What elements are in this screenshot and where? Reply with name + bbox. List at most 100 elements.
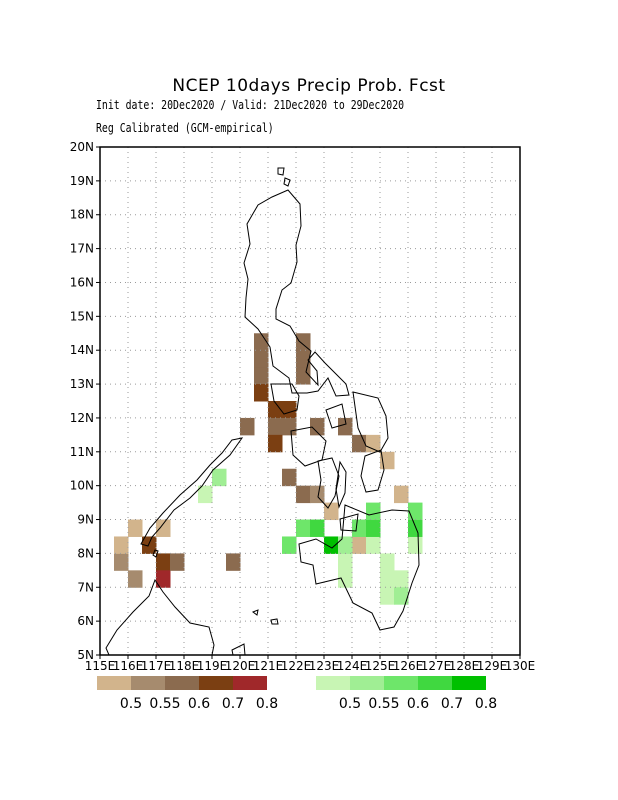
lat-label: 8N xyxy=(77,546,94,560)
lat-label: 17N xyxy=(70,242,94,256)
dry-legend-swatch xyxy=(199,676,233,690)
lat-lon-grid xyxy=(100,147,520,655)
islet-north-1 xyxy=(277,167,285,176)
dry-prob-cell xyxy=(114,536,129,554)
dry-prob-cell xyxy=(170,553,185,571)
islet-bohol xyxy=(339,513,359,532)
coastline xyxy=(105,167,420,656)
lat-label: 16N xyxy=(70,275,94,289)
dry-legend-swatch xyxy=(131,676,165,690)
lat-label: 13N xyxy=(70,377,94,391)
wet-prob-cell xyxy=(338,570,353,588)
dry-prob-cell xyxy=(296,333,311,351)
dry-prob-cell xyxy=(128,519,143,537)
wet-prob-cell xyxy=(408,502,423,521)
lat-label: 18N xyxy=(70,208,94,222)
leyte-coast xyxy=(360,449,385,493)
lat-label: 19N xyxy=(70,174,94,188)
dry-prob-cell xyxy=(268,401,283,419)
dry-legend-label: 0.55 xyxy=(149,696,180,712)
dry-prob-cell xyxy=(142,536,157,554)
dry-prob-cell xyxy=(114,553,129,571)
wet-prob-cell xyxy=(296,519,311,537)
lon-label: 128E xyxy=(449,659,480,673)
dry-prob-cell xyxy=(282,417,297,436)
dry-prob-cell xyxy=(352,536,367,554)
dry-prob-cell xyxy=(282,468,297,487)
wet-legend-label: 0.55 xyxy=(368,696,399,712)
dry-legend-swatch xyxy=(233,676,267,690)
dry-prob-cell xyxy=(296,367,311,385)
dry-prob-cell xyxy=(366,434,381,453)
lon-label: 122E xyxy=(281,659,312,673)
lon-label: 127E xyxy=(421,659,452,673)
islet-masbate xyxy=(325,403,347,429)
longitude-labels: 115E116E117E118E119E120E121E122E123E124E… xyxy=(85,655,535,673)
legend-dry: 0.5 0.55 0.6 0.7 0.8 xyxy=(97,676,278,712)
samar-coast xyxy=(352,391,389,453)
dry-prob-cell xyxy=(310,417,325,436)
luzon-coast xyxy=(243,189,350,397)
lat-label: 5N xyxy=(77,648,94,662)
dry-prob-cell xyxy=(338,417,353,436)
probability-cells xyxy=(114,333,423,605)
lon-label: 117E xyxy=(141,659,172,673)
lat-label: 9N xyxy=(77,513,94,527)
dry-legend-label: 0.8 xyxy=(256,696,278,712)
dry-prob-cell xyxy=(254,367,269,385)
lat-label: 20N xyxy=(70,140,94,154)
wet-prob-cell xyxy=(212,468,227,487)
dry-prob-cell xyxy=(254,384,269,402)
mindoro-coast xyxy=(270,383,300,415)
latitude-labels: 5N 6N 7N 8N 9N 10N 11N 12N 13N 14N 15N 16N 17N 18N 19N… xyxy=(70,140,100,662)
dry-legend-swatch xyxy=(97,676,131,690)
wet-prob-cell xyxy=(394,587,409,605)
dry-prob-cell xyxy=(128,570,143,588)
wet-legend-swatch xyxy=(452,676,486,690)
islet-cuyo xyxy=(152,549,159,558)
wet-prob-cell xyxy=(352,519,367,537)
dry-legend-label: 0.5 xyxy=(120,696,142,712)
wet-prob-cell xyxy=(338,536,353,554)
calibration-line: Reg Calibrated (GCM-empirical) xyxy=(96,121,274,135)
dry-prob-cell xyxy=(254,350,269,368)
lat-label: 10N xyxy=(70,479,94,493)
lon-label: 123E xyxy=(309,659,340,673)
lon-label: 124E xyxy=(337,659,368,673)
wet-prob-cell xyxy=(408,536,423,554)
dry-prob-cell xyxy=(268,434,283,453)
wet-prob-cell xyxy=(366,502,381,521)
wet-prob-cell xyxy=(198,485,213,504)
dry-prob-cell xyxy=(324,502,339,521)
wet-prob-cell xyxy=(380,587,395,605)
legend-wet: 0.5 0.55 0.6 0.7 0.8 xyxy=(316,676,497,712)
map-frame xyxy=(99,146,521,656)
dry-legend-swatch xyxy=(165,676,199,690)
lat-label: 15N xyxy=(70,309,94,323)
wet-legend-label: 0.5 xyxy=(339,696,361,712)
wet-prob-cell xyxy=(310,519,325,537)
lat-label: 7N xyxy=(77,580,94,594)
wet-prob-cell xyxy=(338,553,353,571)
dry-prob-cell xyxy=(156,519,171,537)
lon-label: 119E xyxy=(197,659,228,673)
wet-legend-label: 0.8 xyxy=(475,696,497,712)
lon-label: 126E xyxy=(393,659,424,673)
wet-legend-swatch xyxy=(418,676,452,690)
dry-prob-cell xyxy=(156,570,171,588)
lon-label: 129E xyxy=(477,659,508,673)
wet-prob-cell xyxy=(282,536,297,554)
wet-prob-cell xyxy=(324,536,339,554)
dry-prob-cell xyxy=(352,434,367,453)
cebu-coast xyxy=(335,460,347,509)
dry-legend-label: 0.7 xyxy=(222,696,244,712)
wet-legend-swatch xyxy=(350,676,384,690)
islet-sulu-2 xyxy=(251,609,259,616)
lat-label: 14N xyxy=(70,343,94,357)
wet-legend-label: 0.6 xyxy=(407,696,429,712)
lat-label: 12N xyxy=(70,411,94,425)
wet-prob-cell xyxy=(394,570,409,588)
wet-prob-cell xyxy=(380,553,395,571)
lon-label: 116E xyxy=(113,659,144,673)
init-valid-line: Init date: 20Dec2020 / Valid: 21Dec2020 … xyxy=(96,98,405,112)
